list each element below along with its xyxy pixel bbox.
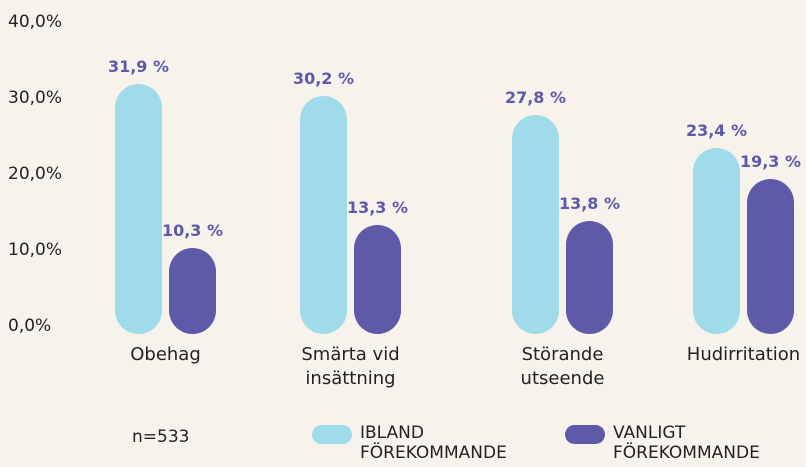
- y-tick-label: 40,0%: [8, 12, 63, 32]
- x-tick-label: Hudirritation: [686, 344, 801, 365]
- sample-note: n=533: [132, 427, 190, 447]
- value-label: 31,9 %: [107, 56, 170, 76]
- bar: [747, 179, 794, 334]
- legend-label: VANLIGT FÖREKOMMANDE: [613, 423, 760, 463]
- legend-label: IBLAND FÖREKOMMANDE: [360, 423, 507, 463]
- bar: [300, 96, 347, 334]
- bar: [512, 114, 559, 334]
- x-tick-label: Störande utseende: [520, 344, 605, 389]
- bar: [115, 83, 162, 334]
- value-label: 10,3 %: [161, 220, 224, 240]
- bar: [169, 247, 216, 334]
- y-tick-label: 10,0%: [8, 240, 63, 260]
- y-tick-label: 30,0%: [8, 88, 63, 108]
- value-label: 27,8 %: [504, 87, 567, 107]
- x-tick-label: Smärta vid insättning: [301, 344, 400, 389]
- bar: [354, 224, 401, 334]
- bar: [693, 148, 740, 334]
- y-tick-label: 20,0%: [8, 164, 63, 184]
- value-label: 13,3 %: [346, 197, 409, 217]
- value-label: 13,8 %: [558, 194, 621, 214]
- x-tick-label: Obehag: [130, 344, 201, 365]
- y-tick-label: 0,0%: [8, 316, 52, 336]
- bar: [566, 221, 613, 334]
- legend-swatch: [312, 425, 352, 444]
- value-label: 23,4 %: [685, 121, 748, 141]
- value-label: 19,3 %: [739, 152, 802, 172]
- value-label: 30,2 %: [292, 69, 355, 89]
- legend-swatch: [565, 425, 605, 444]
